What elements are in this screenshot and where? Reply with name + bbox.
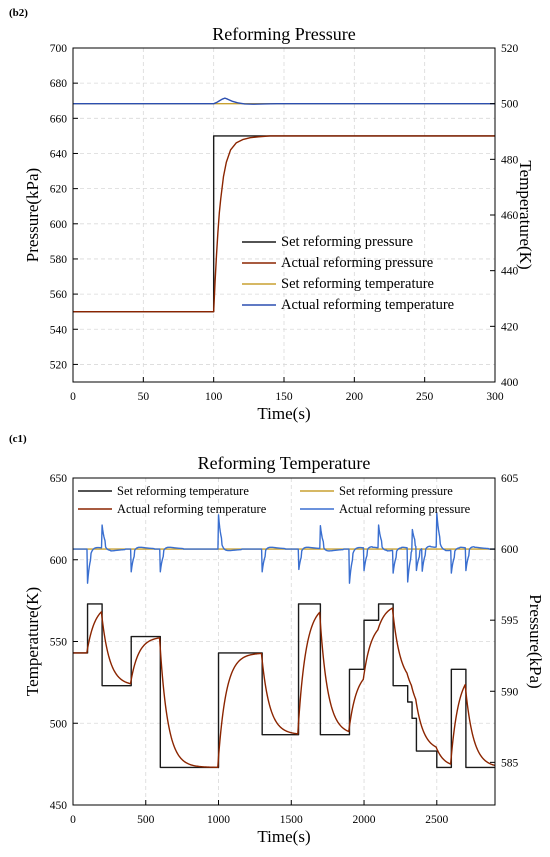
y2-tick-label: 460 <box>501 210 519 222</box>
series-line-4 <box>73 97 495 105</box>
x-tick-label: 150 <box>275 391 293 403</box>
x-axis-label: Time(s) <box>257 827 310 846</box>
series-line-1 <box>73 603 495 769</box>
y-axis-label: Temperature(K) <box>23 587 42 696</box>
y2-tick-label: 480 <box>501 154 519 166</box>
x-tick-label: 100 <box>205 391 223 403</box>
y2-tick-label: 585 <box>501 757 519 769</box>
y-tick-label: 540 <box>50 324 68 336</box>
y-tick-label: 560 <box>50 289 68 301</box>
x-tick-label: 1000 <box>207 814 230 826</box>
y-tick-label: 520 <box>50 359 68 371</box>
y2-tick-label: 595 <box>501 615 519 627</box>
legend-entry: Set reforming temperature <box>281 276 434 292</box>
x-tick-label: 0 <box>70 814 76 826</box>
legend-entry: Actual reforming temperature <box>281 297 454 313</box>
y-tick-label: 680 <box>50 78 68 90</box>
legend-entry: Set reforming pressure <box>339 484 453 498</box>
y-tick-label: 580 <box>50 254 68 266</box>
legend-entry: Actual reforming pressure <box>281 255 433 271</box>
y2-tick-label: 420 <box>501 321 519 333</box>
y-tick-label: 550 <box>50 637 68 649</box>
x-tick-label: 2500 <box>425 814 448 826</box>
x-tick-label: 500 <box>137 814 155 826</box>
y2-tick-label: 500 <box>501 99 519 111</box>
x-tick-label: 50 <box>138 391 150 403</box>
y-tick-label: 600 <box>50 219 68 231</box>
x-axis-label: Time(s) <box>257 404 310 423</box>
y2-tick-label: 605 <box>501 473 519 485</box>
series-line-4 <box>72 512 496 584</box>
x-tick-label: 0 <box>70 391 76 403</box>
x-tick-label: 2000 <box>353 814 376 826</box>
panel-label: (b2) <box>9 7 28 19</box>
chart-title: Reforming Pressure <box>212 24 355 44</box>
y-tick-label: 450 <box>50 800 68 812</box>
y2-tick-label: 520 <box>501 43 519 55</box>
y-axis-label: Pressure(kPa) <box>23 168 42 262</box>
panel-label: (c1) <box>9 433 27 445</box>
y-tick-label: 640 <box>50 148 68 160</box>
y-tick-label: 620 <box>50 184 68 196</box>
x-tick-label: 250 <box>416 391 434 403</box>
chart-title: Reforming Temperature <box>198 453 371 473</box>
series-line-2 <box>73 135 495 313</box>
y-tick-label: 650 <box>50 473 68 485</box>
legend-entry: Actual reforming pressure <box>339 502 471 516</box>
y-tick-label: 700 <box>50 43 68 55</box>
y-tick-label: 500 <box>50 718 68 730</box>
legend-entry: Set reforming pressure <box>281 234 413 250</box>
y2-axis-label: Temperature(K) <box>516 160 535 269</box>
y2-tick-label: 600 <box>501 544 519 556</box>
x-tick-label: 200 <box>346 391 364 403</box>
y2-axis-label: Pressure(kPa) <box>526 594 545 688</box>
series-line-3 <box>73 607 496 769</box>
legend-entry: Actual reforming temperature <box>117 502 267 516</box>
y2-tick-label: 590 <box>501 686 519 698</box>
x-tick-label: 1500 <box>280 814 303 826</box>
x-tick-label: 300 <box>486 391 504 403</box>
legend-entry: Set reforming temperature <box>117 484 249 498</box>
y-tick-label: 600 <box>50 555 68 567</box>
y-tick-label: 660 <box>50 113 68 125</box>
y2-tick-label: 400 <box>501 377 519 389</box>
y2-tick-label: 440 <box>501 266 519 278</box>
